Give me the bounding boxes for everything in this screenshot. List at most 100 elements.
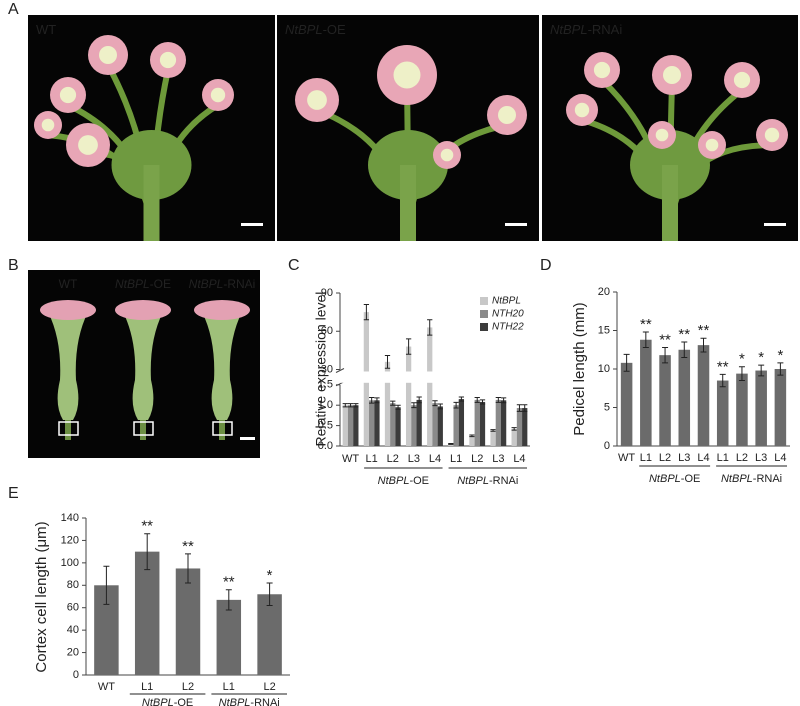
bar [620, 362, 633, 446]
y-tick-label: 0.0 [318, 440, 333, 452]
error-bar [369, 396, 375, 404]
error-bar [225, 589, 232, 611]
bar [469, 435, 475, 446]
photo-label: NtBPL-RNAi [189, 277, 256, 291]
significance: ** [698, 322, 710, 339]
x-tick-label: L2 [736, 452, 748, 464]
error-bar [144, 533, 151, 571]
bar [437, 406, 443, 446]
legend-swatch [480, 297, 488, 305]
y-tick-label: 15 [598, 324, 610, 336]
stalk [143, 165, 160, 241]
error-bar [681, 341, 688, 358]
bar [374, 400, 380, 446]
flower-center [210, 87, 226, 103]
legend-label: NTH20 [492, 309, 524, 320]
error-bar [623, 353, 630, 372]
error-bar [353, 403, 359, 408]
error-bar [342, 403, 348, 408]
flower-center [705, 138, 719, 152]
y-tick-label: 60 [321, 325, 333, 337]
group-label-suffix: -RNAi [250, 697, 279, 706]
bar [405, 346, 412, 446]
group-label: NtBPL-OE [378, 475, 429, 487]
flower-center [307, 90, 327, 110]
bar [347, 405, 354, 446]
error-bar [511, 427, 517, 431]
error-bar [758, 364, 765, 377]
scale-bar [505, 223, 527, 226]
y-tick-label: 1.0 [318, 399, 333, 411]
y-tick-label: 0.5 [318, 420, 333, 432]
x-tick-label: L3 [408, 453, 420, 465]
bar [411, 405, 417, 446]
bar [474, 399, 480, 446]
panel-label: E [8, 485, 19, 502]
x-tick-label: WT [98, 681, 115, 693]
error-bar [427, 319, 433, 336]
x-tick-label: L4 [697, 452, 709, 464]
error-bar [448, 443, 454, 445]
bar [736, 373, 748, 446]
bar [432, 403, 438, 446]
group-label: NtBPL-RNAi [219, 697, 280, 706]
flower-limb [194, 300, 250, 320]
flower-tube [48, 312, 88, 420]
flower-center [99, 46, 117, 64]
legend-label: NTH22 [492, 322, 524, 333]
photo-label-suffix: -OE [150, 277, 171, 291]
error-bar [103, 565, 110, 605]
bar [511, 428, 517, 446]
x-tick-label: L4 [429, 453, 441, 465]
y-axis-title: Pedicel length (mm) [571, 302, 588, 435]
flower-limb [115, 300, 171, 320]
error-bar [384, 354, 391, 369]
flower-center [59, 86, 77, 104]
region-box [133, 421, 154, 436]
group-label-suffix: -RNAi [489, 475, 518, 487]
bar [384, 361, 391, 446]
error-bar [642, 331, 649, 348]
flower-center [655, 128, 669, 142]
flower-center [498, 106, 516, 124]
bar [175, 568, 201, 675]
photo-label-text: WT [59, 277, 78, 291]
y-tick-label: 1.5 [318, 379, 333, 391]
error-bar [500, 397, 507, 404]
y-tick-label: 80 [67, 579, 79, 591]
stalk [400, 165, 416, 241]
y-axis-title: Cortex cell length (μm) [33, 521, 50, 672]
y-tick-label: 100 [61, 557, 79, 569]
scale-bar [240, 437, 255, 440]
break-gap [341, 371, 531, 383]
legend-swatch [480, 323, 488, 331]
significance: * [758, 349, 764, 366]
error-bar [479, 399, 486, 405]
x-tick-label: L1 [640, 452, 652, 464]
photo-label: NtBPL-RNAi [550, 22, 622, 37]
panel-label: B [8, 257, 19, 274]
error-bar [495, 396, 501, 403]
error-bar [405, 338, 412, 355]
bar [774, 369, 787, 446]
x-tick-label: L2 [182, 681, 194, 693]
pedicel [65, 420, 71, 440]
bar [697, 345, 710, 446]
group-label-gene: NtBPL [649, 473, 681, 485]
flower-center [764, 127, 780, 143]
bar [659, 355, 671, 446]
bar [427, 327, 433, 446]
flower-center [78, 135, 98, 155]
y-tick-label: 90 [321, 287, 333, 299]
panel-label: C [288, 257, 300, 274]
flower-center [393, 61, 421, 89]
x-tick-label: L3 [678, 452, 690, 464]
x-tick-label: L2 [263, 681, 275, 693]
error-bar [474, 396, 480, 403]
group-label-suffix: -OE [174, 697, 194, 706]
photo-label-gene: NtBPL [285, 22, 323, 37]
panel-label: D [540, 257, 552, 274]
photo-label-suffix: -RNAi [223, 277, 255, 291]
flower-tube [202, 312, 242, 420]
y-tick-label: 30 [321, 363, 333, 375]
